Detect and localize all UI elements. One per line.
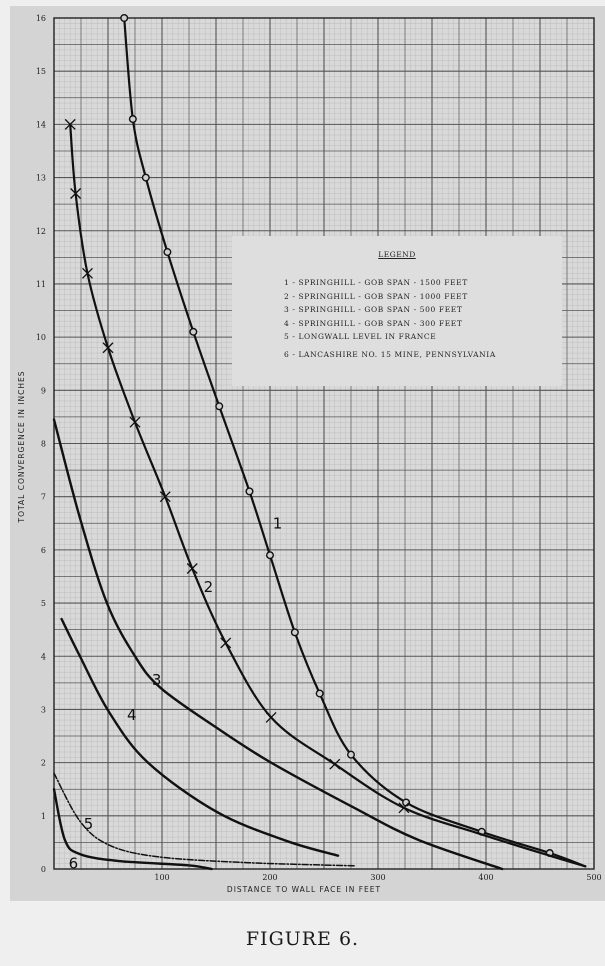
y-tick-label: 8 [41, 440, 46, 449]
y-tick-label: 16 [36, 14, 46, 23]
circle-marker-icon [347, 750, 356, 759]
x-marker-icon [398, 802, 410, 814]
y-tick-label: 2 [41, 759, 46, 768]
curve-number-label: 1 [273, 514, 283, 532]
x-axis-label: DISTANCE TO WALL FACE IN FEET [227, 885, 381, 894]
y-tick-label: 1 [41, 812, 46, 821]
curve-number-label: 5 [84, 815, 94, 833]
legend-item-2: 2 - SPRINGHILL - GOB SPAN - 1000 FEET [284, 291, 468, 301]
circle-marker-icon [215, 402, 224, 411]
legend-item-6: 6 - LANCASHIRE NO. 15 MINE, PENNSYLVANIA [284, 349, 496, 359]
plot-frame [53, 17, 595, 870]
x-marker-icon [186, 563, 198, 574]
y-tick-label: 0 [41, 865, 46, 874]
chart-curve-labels: 1 2 34 5 6 [69, 514, 283, 872]
circle-marker-icon [141, 173, 150, 182]
legend-item-3: 3 - SPRINGHILL - GOB SPAN - 500 FEET [284, 305, 463, 314]
circle-marker-icon [245, 487, 254, 496]
chart-series [52, 13, 587, 871]
curve-number-label: 6 [69, 855, 79, 873]
figure-caption: FIGURE 6. [245, 928, 360, 950]
curve-5 [53, 772, 355, 867]
y-axis-label: TOTAL CONVERGENCE IN INCHES [17, 371, 26, 524]
curve-2 [69, 123, 587, 868]
y-tick-label: 3 [41, 705, 46, 714]
curve-3 [52, 418, 504, 871]
x-marker-icon [329, 758, 341, 770]
y-tick-label: 9 [41, 386, 46, 395]
legend-item-5: 5 - LONGWALL LEVEL IN FRANCE [284, 332, 437, 341]
curve-number-label: 3 [152, 671, 162, 689]
legend-title: LEGEND [378, 250, 416, 259]
curve-6 [52, 788, 213, 871]
y-tick-label: 4 [41, 652, 46, 661]
x-marker-icon [220, 637, 232, 649]
y-tick-label: 11 [36, 280, 46, 289]
x-marker-icon [64, 118, 76, 130]
legend-item-1: 1 - SPRINGHILL - GOB SPAN - 1500 FEET [284, 278, 468, 287]
legend-box: LEGEND 1 - SPRINGHILL - GOB SPAN - 1500 … [232, 236, 562, 386]
circle-marker-icon [128, 115, 137, 124]
y-tick-label: 10 [36, 333, 46, 342]
x-tick-label: 200 [262, 873, 277, 882]
legend-list: 1 - SPRINGHILL - GOB SPAN - 1500 FEET 2 … [284, 278, 496, 363]
curve-number-label: 2 [204, 578, 214, 596]
legend-item-4: 4 - SPRINGHILL - GOB SPAN - 300 FEET [284, 318, 463, 328]
y-tick-label: 15 [36, 67, 46, 76]
chart-grid [54, 18, 594, 869]
x-tick-label: 500 [586, 873, 601, 882]
circle-marker-icon [266, 551, 275, 560]
y-tick-label: 14 [36, 120, 46, 129]
y-tick-label: 12 [36, 227, 46, 236]
x-marker-icon [265, 711, 277, 723]
curve-4 [60, 617, 340, 857]
x-tick-label: 100 [154, 873, 169, 882]
x-marker-icon [129, 416, 141, 428]
curve-number-label: 4 [127, 706, 137, 724]
x-tick-label: 300 [370, 873, 385, 882]
y-tick-label: 13 [36, 174, 46, 183]
circle-marker-icon [290, 628, 299, 637]
x-tick-label: 400 [478, 873, 493, 882]
x-marker-icon [70, 188, 82, 199]
circle-marker-icon [189, 327, 198, 336]
x-marker-icon [102, 342, 114, 354]
y-tick-label: 5 [41, 599, 46, 608]
circle-marker-icon [163, 248, 172, 257]
circle-marker-icon [315, 689, 324, 698]
y-tick-label: 6 [41, 546, 46, 555]
x-marker-icon [82, 267, 93, 279]
circle-marker-icon [120, 13, 129, 22]
y-tick-label: 7 [41, 493, 46, 502]
x-marker-icon [159, 491, 171, 503]
